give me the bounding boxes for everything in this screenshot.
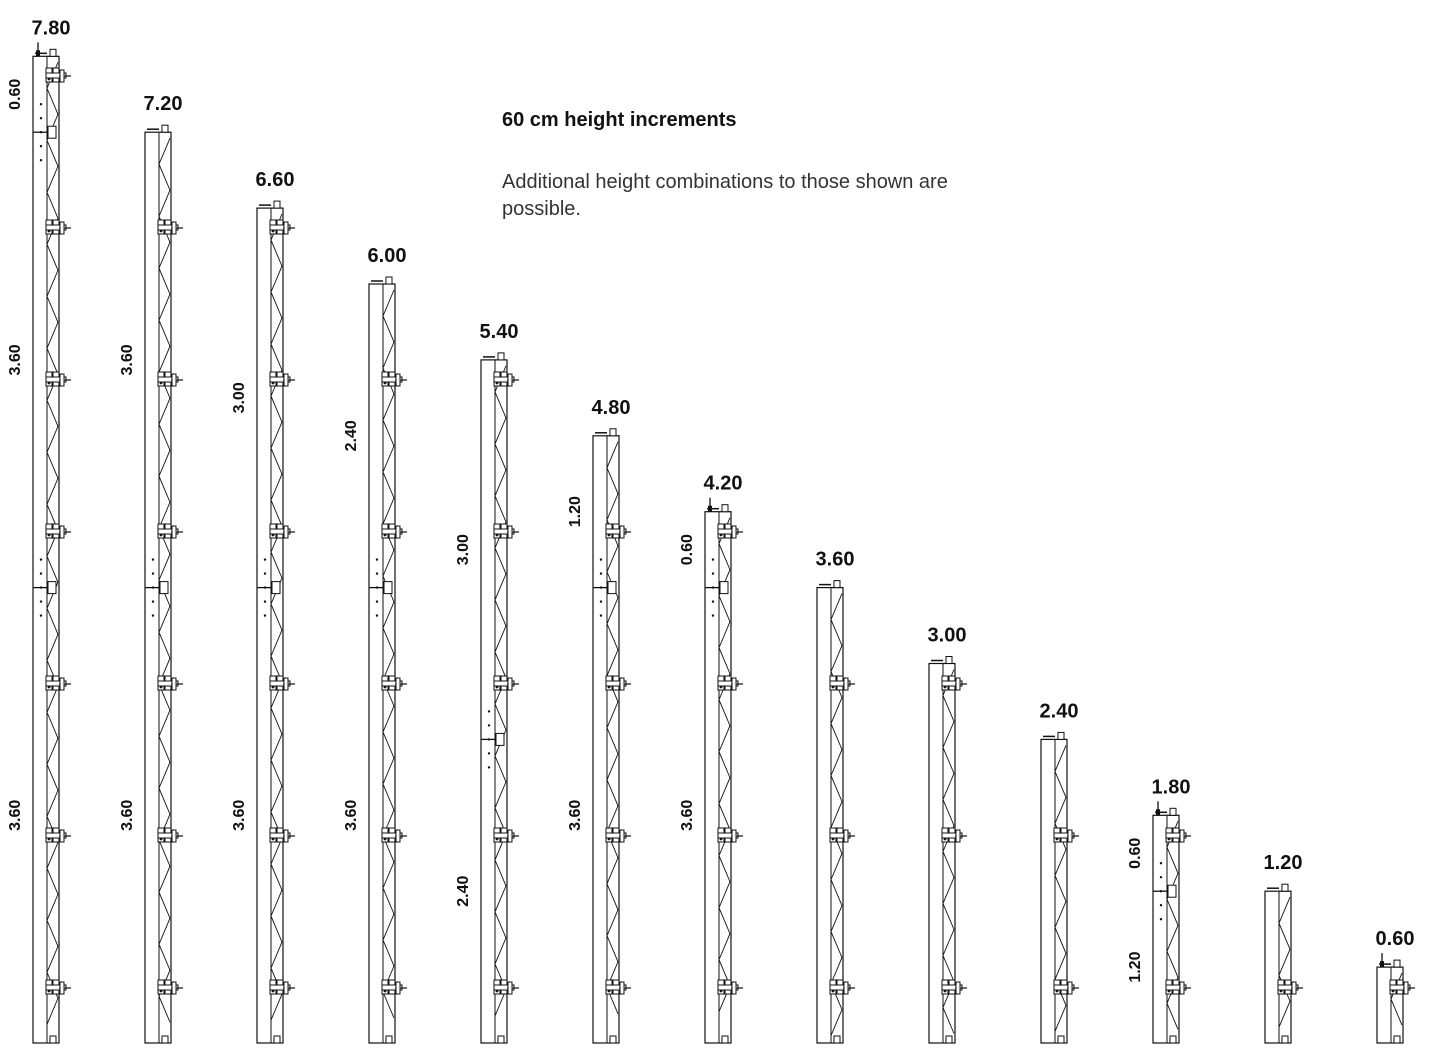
segment-height-label: 3.60: [7, 800, 24, 831]
formwork-panel: 0.60: [1376, 928, 1415, 1044]
panel-height-label: 4.20: [704, 473, 743, 495]
segment-height-label: 1.20: [567, 496, 584, 527]
segment-height-label: 3.00: [455, 534, 472, 565]
panel-height-label: 7.80: [32, 17, 71, 39]
panel-height-label: 6.00: [368, 245, 407, 267]
panel-height-label: 5.40: [480, 321, 519, 343]
increment-note-title: 60 cm height increments: [502, 109, 737, 131]
panel-height-label: 6.60: [256, 169, 295, 191]
formwork-panel: 5.40 3.00 2.40: [455, 321, 519, 1044]
panel-height-label: 1.80: [1152, 776, 1191, 798]
segment-height-label: 3.60: [119, 800, 136, 831]
formwork-panel: 1.20: [1264, 852, 1303, 1044]
formwork-panel: 6.60 3.00 3.60: [231, 169, 295, 1044]
segment-height-label: 3.60: [679, 800, 696, 831]
formwork-panel: 7.80 0.60 3.60 3.60: [7, 17, 71, 1044]
panel-height-label: 3.00: [928, 625, 967, 647]
segment-height-label: 3.60: [231, 800, 248, 831]
segment-height-label: 3.60: [567, 800, 584, 831]
segment-height-label: 3.60: [7, 344, 24, 375]
formwork-panel: 6.00 2.40 3.60: [343, 245, 407, 1044]
increment-note-body: Additional height combinations to those …: [502, 171, 948, 220]
segment-height-label: 0.60: [679, 534, 696, 565]
segment-height-label: 3.60: [119, 344, 136, 375]
formwork-panel: 1.80 0.60 1.20: [1127, 776, 1191, 1044]
segment-height-label: 0.60: [1127, 838, 1144, 869]
formwork-panel: 7.20 3.60 3.60: [119, 93, 183, 1044]
segment-height-label: 2.40: [343, 420, 360, 451]
formwork-panel: 4.20 0.60 3.60: [679, 473, 743, 1044]
panel-height-label: 0.60: [1376, 928, 1415, 950]
segment-height-label: 0.60: [7, 79, 24, 110]
formwork-panel: 3.60: [816, 549, 855, 1044]
panel-height-label: 4.80: [592, 397, 631, 419]
panel-height-label: 2.40: [1040, 700, 1079, 722]
segment-height-label: 1.20: [1127, 951, 1144, 982]
panel-height-label: 1.20: [1264, 852, 1303, 874]
segment-height-label: 3.60: [343, 800, 360, 831]
segment-height-label: 2.40: [455, 876, 472, 907]
formwork-panel: 4.80 1.20 3.60: [567, 397, 631, 1044]
panel-height-label: 3.60: [816, 549, 855, 571]
segment-height-label: 3.00: [231, 382, 248, 413]
formwork-panel: 2.40: [1040, 700, 1079, 1044]
panel-height-label: 7.20: [144, 93, 183, 115]
formwork-panel: 3.00: [928, 625, 967, 1044]
